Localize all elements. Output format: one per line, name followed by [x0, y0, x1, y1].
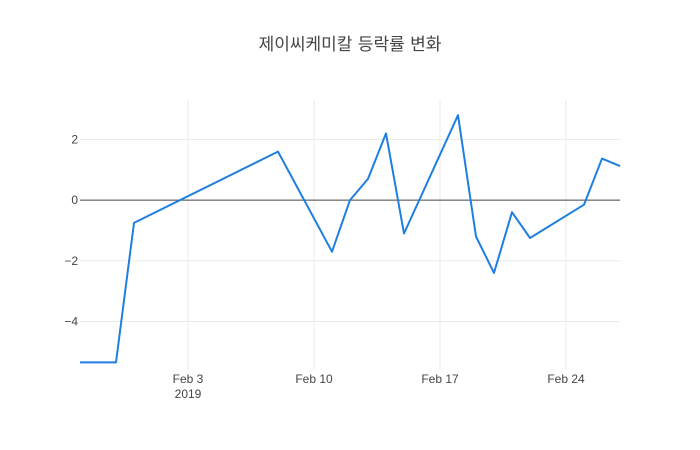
- x-tick-label: Feb 3: [173, 372, 204, 386]
- y-tick-label: 0: [71, 193, 78, 207]
- x-tick-label: Feb 24: [547, 372, 585, 386]
- series-layer: [80, 114, 621, 364]
- x-tick-year-label: 2019: [175, 387, 202, 401]
- y-tick-label: −2: [64, 254, 78, 268]
- x-tick-label: Feb 10: [295, 372, 333, 386]
- x-tick-label: Feb 17: [421, 372, 459, 386]
- y-tick-label: 2: [71, 132, 78, 146]
- gridlines: [80, 100, 620, 370]
- chart-title: 제이씨케미칼 등락률 변화: [259, 35, 442, 55]
- y-tick-label: −4: [64, 314, 78, 328]
- series-line: [80, 114, 621, 364]
